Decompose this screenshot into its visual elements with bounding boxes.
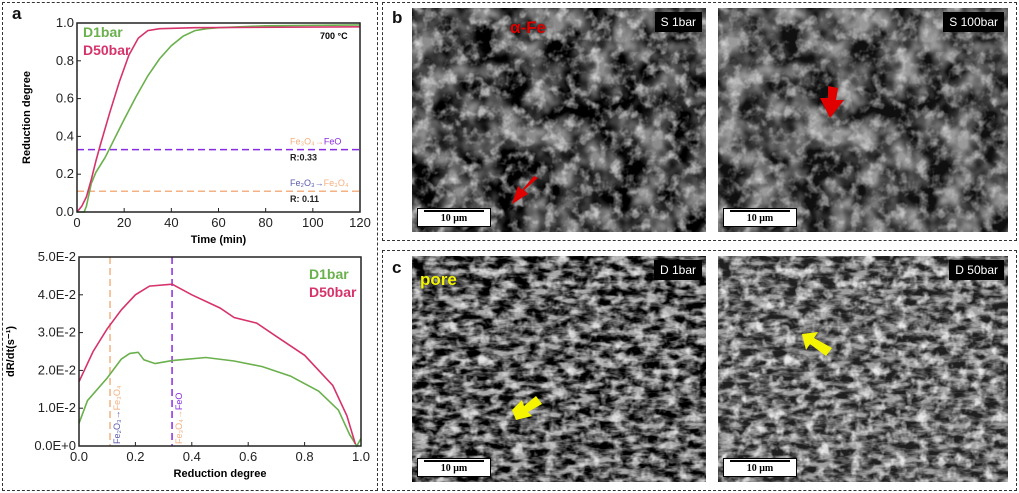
x-tick-label: 100 bbox=[302, 215, 324, 230]
micrograph-tag: D 1bar bbox=[653, 260, 702, 280]
micrograph-s-100bar: S 100bar 10 μm bbox=[718, 8, 1008, 232]
legend-d1bar: D1bar bbox=[309, 266, 349, 282]
x-axis-label: Time (min) bbox=[191, 234, 247, 246]
y-tick-label: 3.0E-2 bbox=[38, 325, 76, 340]
series-line-d50bar bbox=[76, 26, 361, 213]
panel-b bbox=[382, 2, 1017, 241]
y-tick-label: 0.0 bbox=[56, 204, 74, 219]
y-axis-label: dR/dt(s⁻¹) bbox=[5, 326, 17, 377]
panel-c bbox=[382, 250, 1017, 491]
micrograph-d-1bar: D 1bar pore 10 μm bbox=[412, 256, 706, 482]
x-tick-label: 40 bbox=[164, 215, 178, 230]
series-line-d1bar bbox=[77, 24, 361, 213]
micrograph-d-50bar: D 50bar 10 μm bbox=[718, 256, 1008, 482]
x-tick-label: 0.6 bbox=[239, 449, 257, 464]
r-value-label: R:0.33 bbox=[290, 153, 317, 163]
r-value-label: R: 0.11 bbox=[290, 194, 319, 204]
panel-label-a: a bbox=[12, 4, 22, 23]
transition-label: Fe₃O₄→FeO bbox=[290, 137, 341, 147]
x-tick-label: 0.8 bbox=[296, 449, 314, 464]
y-axis-label: Reduction degree bbox=[21, 71, 33, 164]
x-tick-label: 0.2 bbox=[126, 449, 144, 464]
scale-label: 10 μm bbox=[440, 463, 468, 474]
scale-bar: 10 μm bbox=[417, 458, 491, 477]
series-line-d50bar bbox=[78, 283, 357, 445]
y-tick-label: 1.0E-2 bbox=[38, 400, 76, 415]
y-tick-label: 0.0E+0 bbox=[34, 438, 76, 453]
panel-label-b: b bbox=[392, 8, 403, 27]
micrograph-tag: S 100bar bbox=[943, 12, 1004, 32]
x-tick-label: 80 bbox=[258, 215, 272, 230]
rate-vs-reduction-degree-chart: Fe₂O₃→Fe₃O₄ Fe₃O₄→FeO D1bar D50bar 0.0 0.2 0.4… bbox=[5, 250, 370, 480]
x-tick-label: 60 bbox=[211, 215, 225, 230]
panel-a bbox=[2, 2, 378, 491]
micrograph-s-1bar: S 1bar α-Fe 10 μm bbox=[412, 8, 706, 232]
scale-label: 10 μm bbox=[746, 213, 774, 224]
yellow-arrow-icon bbox=[802, 332, 832, 356]
legend-d50bar: D50bar bbox=[309, 284, 357, 300]
y-tick-label: 2.0E-2 bbox=[38, 362, 76, 377]
reduction-degree-vs-time-chart: Fe₃O₄→FeO R:0.33 Fe₂O₃→Fe₃O₄ R: 0.11 D1bar D5… bbox=[21, 15, 371, 246]
x-tick-label: 20 bbox=[117, 215, 131, 230]
x-axis-label: Reduction degree bbox=[174, 468, 267, 480]
transition-label: Fe₂O₃→Fe₃O₄ bbox=[290, 178, 349, 188]
micrograph-tag: D 50bar bbox=[949, 260, 1004, 280]
scale-bar: 10 μm bbox=[723, 458, 797, 477]
x-tick-label: 0.0 bbox=[70, 449, 88, 464]
y-tick-label: 0.6 bbox=[56, 91, 74, 106]
transition-label: Fe₂O₃→Fe₃O₄ bbox=[112, 385, 122, 444]
y-tick-label: 0.8 bbox=[56, 53, 74, 68]
series-line-d1bar bbox=[78, 351, 362, 448]
y-tick-label: 4.0E-2 bbox=[38, 287, 76, 302]
x-tick-label: 120 bbox=[349, 215, 371, 230]
y-tick-label: 0.4 bbox=[56, 128, 74, 143]
y-tick-label: 1.0 bbox=[56, 15, 74, 30]
red-arrow-icon bbox=[820, 86, 844, 118]
x-tick-label: 0 bbox=[73, 215, 80, 230]
temperature-label: 700 °C bbox=[320, 31, 348, 41]
scale-label: 10 μm bbox=[746, 463, 774, 474]
micrograph-tag: S 1bar bbox=[654, 12, 702, 32]
scale-label: 10 μm bbox=[440, 213, 468, 224]
x-tick-label: 0.4 bbox=[183, 449, 201, 464]
x-tick-label: 1.0 bbox=[352, 449, 370, 464]
alpha-fe-label: α-Fe bbox=[510, 18, 546, 37]
y-tick-label: 5.0E-2 bbox=[38, 250, 76, 264]
transition-label: Fe₃O₄→FeO bbox=[174, 393, 184, 444]
pore-label: pore bbox=[420, 270, 457, 289]
legend-d1bar: D1bar bbox=[83, 24, 123, 40]
red-arrow-icon bbox=[512, 176, 538, 204]
scale-bar: 10 μm bbox=[723, 208, 797, 227]
yellow-arrow-icon bbox=[512, 396, 542, 420]
scale-bar: 10 μm bbox=[417, 208, 491, 227]
plot-frame bbox=[78, 256, 362, 447]
panel-label-c: c bbox=[392, 258, 402, 277]
legend-d50bar: D50bar bbox=[83, 42, 131, 58]
y-tick-label: 0.2 bbox=[56, 166, 74, 181]
